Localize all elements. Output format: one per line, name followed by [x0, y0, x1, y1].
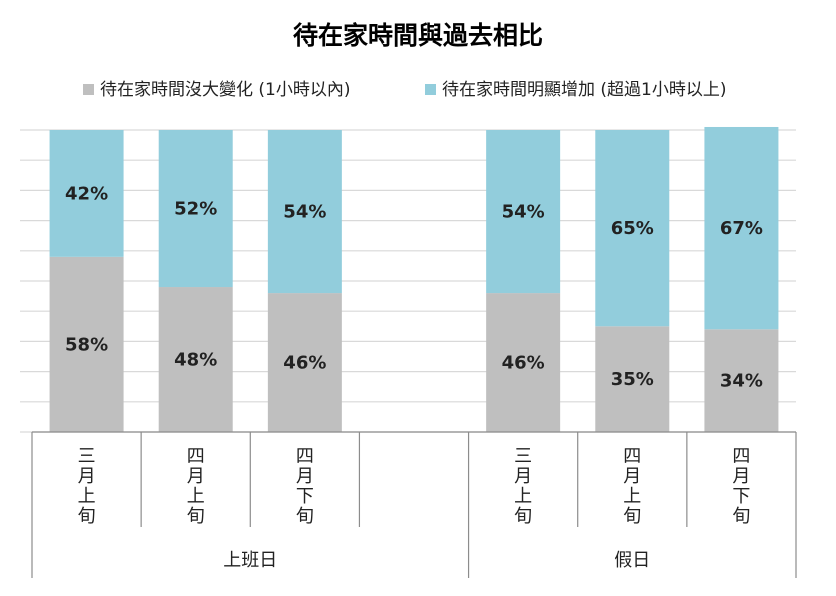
category-label: 三月上旬: [78, 446, 96, 527]
category-axis: [31, 431, 797, 578]
bars: [49, 126, 779, 432]
bar-segment-no-change: [486, 293, 561, 432]
group-label: 假日: [614, 550, 650, 571]
category-label: 三月上旬: [514, 446, 532, 527]
group-labels: 上班日 假日: [223, 550, 650, 571]
data-label-increase: 67%: [720, 218, 763, 239]
bar-segment-no-change: [595, 326, 670, 432]
data-label-increase: 52%: [174, 199, 217, 220]
category-labels: 三月上旬 四月上旬 四月下旬 三月上旬 四月上旬 四月下旬: [78, 446, 751, 527]
bar-segment-no-change: [267, 293, 342, 432]
bar-segment-increase: [704, 126, 779, 330]
bar-segment-no-change: [49, 256, 124, 432]
bar-segment-increase: [267, 130, 342, 294]
data-label-no-change: 48%: [174, 350, 217, 371]
data-label-no-change: 34%: [720, 371, 763, 392]
bar-segment-increase: [49, 130, 124, 257]
category-label: 四月下旬: [296, 446, 314, 527]
data-label-no-change: 46%: [502, 353, 545, 374]
bar-segment-increase: [158, 130, 233, 288]
data-labels: 58% 42% 48% 52% 46% 54% 46% 54% 35% 65% 34% 67%: [65, 183, 763, 391]
chart-title: 待在家時間與過去相比: [293, 21, 543, 50]
category-label: 四月下旬: [732, 446, 750, 527]
data-label-increase: 42%: [65, 183, 108, 204]
data-label-increase: 65%: [611, 218, 654, 239]
gridlines: [20, 129, 796, 433]
legend-label-increase: 待在家時間明顯增加 (超過1小時以上): [442, 80, 726, 100]
data-label-no-change: 35%: [611, 369, 654, 390]
legend: 待在家時間沒大變化 (1小時以內) 待在家時間明顯增加 (超過1小時以上): [83, 80, 726, 100]
data-label-increase: 54%: [283, 202, 326, 223]
legend-label-no-change: 待在家時間沒大變化 (1小時以內): [100, 80, 350, 100]
category-label: 四月上旬: [623, 446, 641, 527]
legend-swatch-increase: [425, 84, 436, 95]
legend-swatch-no-change: [83, 84, 94, 95]
bar-segment-increase: [486, 130, 561, 294]
bar-segment-no-change: [158, 287, 233, 432]
category-label: 四月上旬: [187, 446, 205, 527]
bar-segment-no-change: [704, 329, 779, 432]
bar-segment-increase: [595, 130, 670, 327]
data-label-no-change: 58%: [65, 334, 108, 355]
group-label: 上班日: [223, 550, 277, 571]
data-label-no-change: 46%: [283, 353, 326, 374]
data-label-increase: 54%: [502, 202, 545, 223]
